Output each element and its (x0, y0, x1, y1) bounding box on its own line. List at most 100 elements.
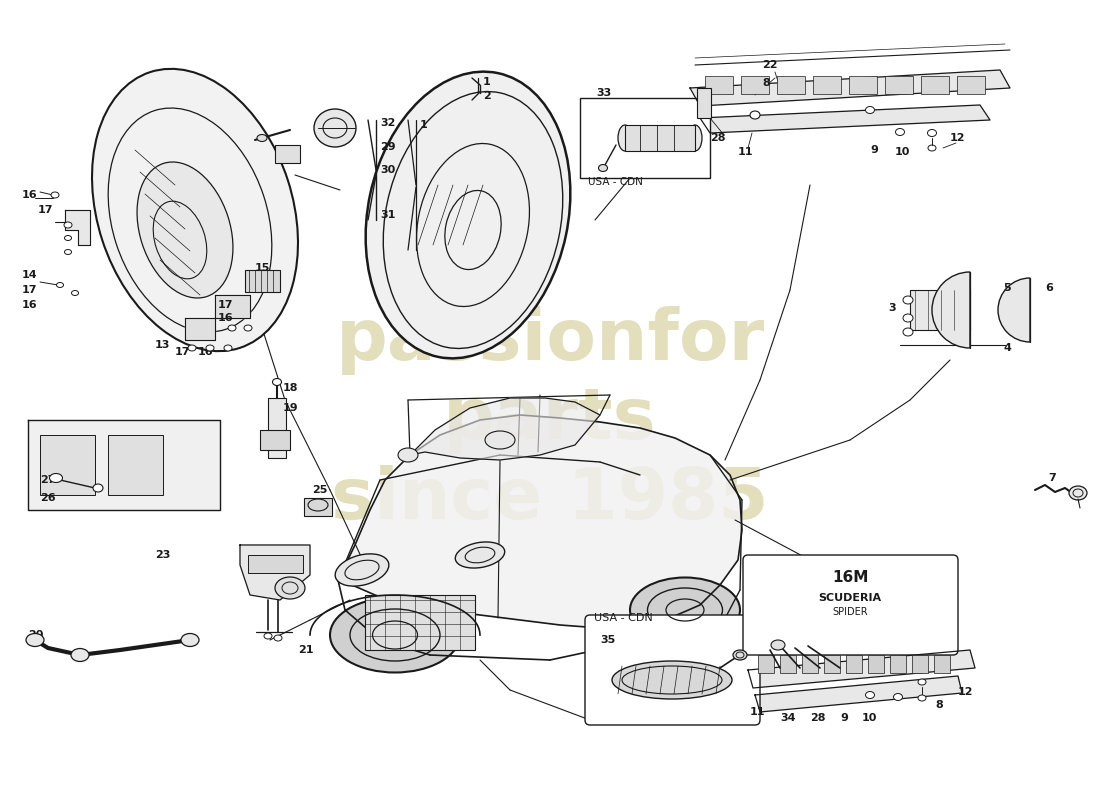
Ellipse shape (903, 314, 913, 322)
Text: 8: 8 (762, 78, 770, 88)
Ellipse shape (65, 250, 72, 254)
Text: 10: 10 (862, 713, 878, 723)
Ellipse shape (455, 542, 505, 568)
Text: 17: 17 (22, 285, 37, 295)
Text: 31: 31 (379, 210, 395, 220)
Text: 16M: 16M (832, 570, 868, 586)
Text: 9: 9 (870, 145, 878, 155)
Text: 17: 17 (218, 300, 233, 310)
Polygon shape (755, 676, 962, 712)
Text: 16: 16 (22, 300, 37, 310)
FancyBboxPatch shape (585, 615, 760, 725)
Ellipse shape (65, 235, 72, 241)
Text: 18: 18 (283, 383, 298, 393)
Ellipse shape (895, 129, 904, 135)
Wedge shape (932, 272, 970, 348)
Bar (957, 76, 984, 94)
Text: 23: 23 (155, 550, 170, 560)
Bar (304, 498, 332, 516)
Bar (921, 76, 949, 94)
Text: 5: 5 (1003, 283, 1011, 293)
Ellipse shape (188, 345, 196, 351)
Bar (886, 76, 913, 94)
Text: 15: 15 (255, 263, 271, 273)
Ellipse shape (598, 165, 607, 171)
Bar (846, 655, 862, 673)
Text: 17: 17 (39, 205, 54, 215)
Ellipse shape (273, 378, 282, 386)
Text: 13: 13 (155, 340, 170, 350)
Text: 12: 12 (950, 133, 966, 143)
Bar (910, 290, 970, 330)
Text: 33: 33 (596, 88, 612, 98)
Text: 12: 12 (958, 687, 974, 697)
Ellipse shape (866, 106, 874, 114)
Polygon shape (410, 398, 600, 460)
Bar (912, 655, 928, 673)
Ellipse shape (903, 328, 913, 336)
Text: 22: 22 (762, 60, 778, 70)
Ellipse shape (485, 431, 515, 449)
Ellipse shape (918, 695, 926, 701)
Ellipse shape (365, 72, 571, 358)
Text: 25: 25 (312, 485, 328, 495)
Text: USA - CDN: USA - CDN (588, 177, 642, 187)
Text: USA - CDN: USA - CDN (594, 613, 652, 623)
Text: 17: 17 (175, 347, 190, 357)
Text: 1: 1 (420, 120, 428, 130)
Text: 3: 3 (888, 303, 895, 313)
Polygon shape (700, 105, 990, 133)
Bar (580, 98, 710, 178)
Ellipse shape (903, 296, 913, 304)
Ellipse shape (750, 111, 760, 119)
Text: 16: 16 (218, 313, 233, 323)
Ellipse shape (224, 345, 232, 351)
Bar (697, 88, 711, 118)
Ellipse shape (50, 474, 63, 482)
Bar (824, 655, 840, 673)
Ellipse shape (1069, 486, 1087, 500)
Text: 24: 24 (312, 503, 328, 513)
Ellipse shape (257, 134, 267, 142)
Text: 34: 34 (780, 713, 795, 723)
Text: 2: 2 (483, 91, 491, 101)
Ellipse shape (866, 691, 874, 698)
Text: 28: 28 (810, 713, 825, 723)
Ellipse shape (138, 162, 233, 298)
Bar (248, 555, 302, 573)
Text: 6: 6 (1045, 283, 1053, 293)
Ellipse shape (927, 130, 936, 137)
Bar (260, 430, 290, 450)
Bar (780, 655, 796, 673)
Text: 4: 4 (1003, 343, 1011, 353)
Bar (813, 76, 842, 94)
Bar (705, 76, 733, 94)
Text: 1: 1 (483, 77, 491, 87)
Text: 16: 16 (198, 347, 213, 357)
Ellipse shape (64, 222, 72, 228)
Text: 7: 7 (1048, 473, 1056, 483)
Ellipse shape (275, 577, 305, 599)
Ellipse shape (56, 282, 64, 287)
Text: 21: 21 (298, 645, 314, 655)
Bar (741, 76, 769, 94)
Ellipse shape (928, 145, 936, 151)
Ellipse shape (733, 650, 747, 660)
Ellipse shape (893, 694, 902, 701)
Ellipse shape (274, 635, 282, 641)
Wedge shape (998, 278, 1030, 342)
Text: 9: 9 (840, 713, 848, 723)
Text: 35: 35 (600, 635, 615, 645)
Text: SPIDER: SPIDER (833, 607, 868, 617)
Text: 11: 11 (750, 707, 766, 717)
Text: SCUDERIA: SCUDERIA (818, 593, 881, 603)
Ellipse shape (398, 448, 418, 462)
Ellipse shape (688, 125, 702, 151)
Ellipse shape (264, 633, 272, 639)
Polygon shape (65, 210, 90, 245)
Bar (108, 435, 163, 495)
Bar (40, 435, 95, 495)
Text: 30: 30 (379, 165, 395, 175)
Ellipse shape (92, 69, 298, 351)
Bar (890, 655, 906, 673)
